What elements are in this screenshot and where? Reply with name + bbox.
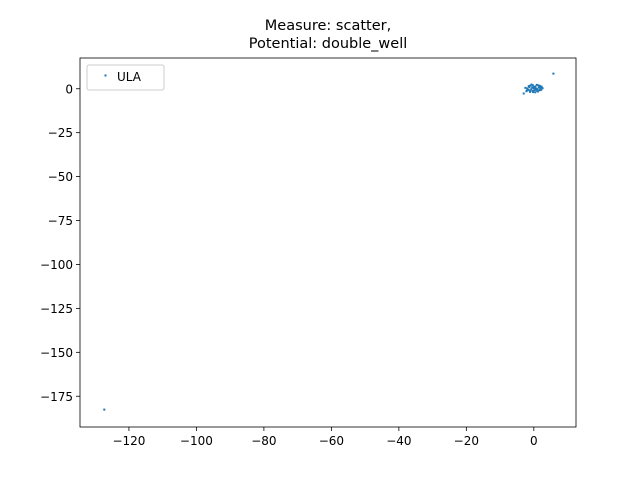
y-tick-label: −125 — [40, 302, 73, 316]
data-point — [533, 89, 536, 92]
data-point — [540, 85, 543, 88]
data-point — [524, 86, 527, 89]
data-point — [528, 89, 531, 92]
x-tick-label: −80 — [251, 434, 276, 448]
data-point — [535, 87, 538, 90]
data-point — [527, 88, 530, 91]
data-point — [541, 87, 544, 90]
x-tick-label: −20 — [454, 434, 479, 448]
data-point — [535, 83, 538, 86]
y-tick-label: −150 — [40, 346, 73, 360]
y-tick-label: −175 — [40, 390, 73, 404]
data-point — [526, 87, 529, 90]
legend-box — [86, 64, 165, 91]
data-point — [537, 84, 540, 87]
chart-title-line-1: Measure: scatter, — [265, 18, 391, 34]
data-point — [552, 72, 555, 75]
data-point — [538, 89, 541, 92]
data-point — [531, 84, 534, 87]
legend: ULA — [86, 64, 165, 91]
x-tick-label: −120 — [112, 434, 145, 448]
y-tick-label: −75 — [48, 214, 73, 228]
data-point — [531, 89, 534, 92]
y-tick-label: −50 — [48, 170, 73, 184]
data-point — [537, 86, 540, 89]
legend-label-ula: ULA — [117, 70, 142, 84]
data-point — [536, 88, 539, 91]
y-tick-label: −25 — [48, 126, 73, 140]
data-point — [540, 88, 543, 91]
data-point — [530, 88, 533, 91]
data-point — [538, 84, 541, 87]
data-point — [530, 83, 533, 86]
data-point — [528, 86, 531, 89]
data-point — [539, 86, 542, 89]
data-point — [536, 90, 539, 93]
x-tick-label: −60 — [319, 434, 344, 448]
chart-title-line-2: Potential: double_well — [249, 36, 408, 52]
data-point — [532, 87, 535, 90]
data-point — [533, 87, 536, 90]
data-point — [539, 88, 542, 91]
data-point — [526, 89, 529, 92]
data-point — [534, 88, 537, 91]
plot-area-frame — [79, 57, 577, 428]
data-point — [534, 91, 537, 94]
data-point — [532, 85, 535, 88]
data-point — [529, 90, 532, 93]
legend-marker — [104, 74, 107, 77]
data-point — [534, 85, 537, 88]
y-tick-label: −100 — [40, 258, 73, 272]
data-point — [532, 91, 535, 94]
data-point — [531, 86, 534, 89]
data-point — [527, 85, 530, 88]
data-point — [522, 92, 525, 95]
x-tick-label: −100 — [180, 434, 213, 448]
data-point — [529, 84, 532, 87]
x-tick-label: −40 — [386, 434, 411, 448]
data-point — [103, 408, 106, 411]
y-tick-label: 0 — [65, 82, 73, 96]
x-tick-label: 0 — [530, 434, 538, 448]
